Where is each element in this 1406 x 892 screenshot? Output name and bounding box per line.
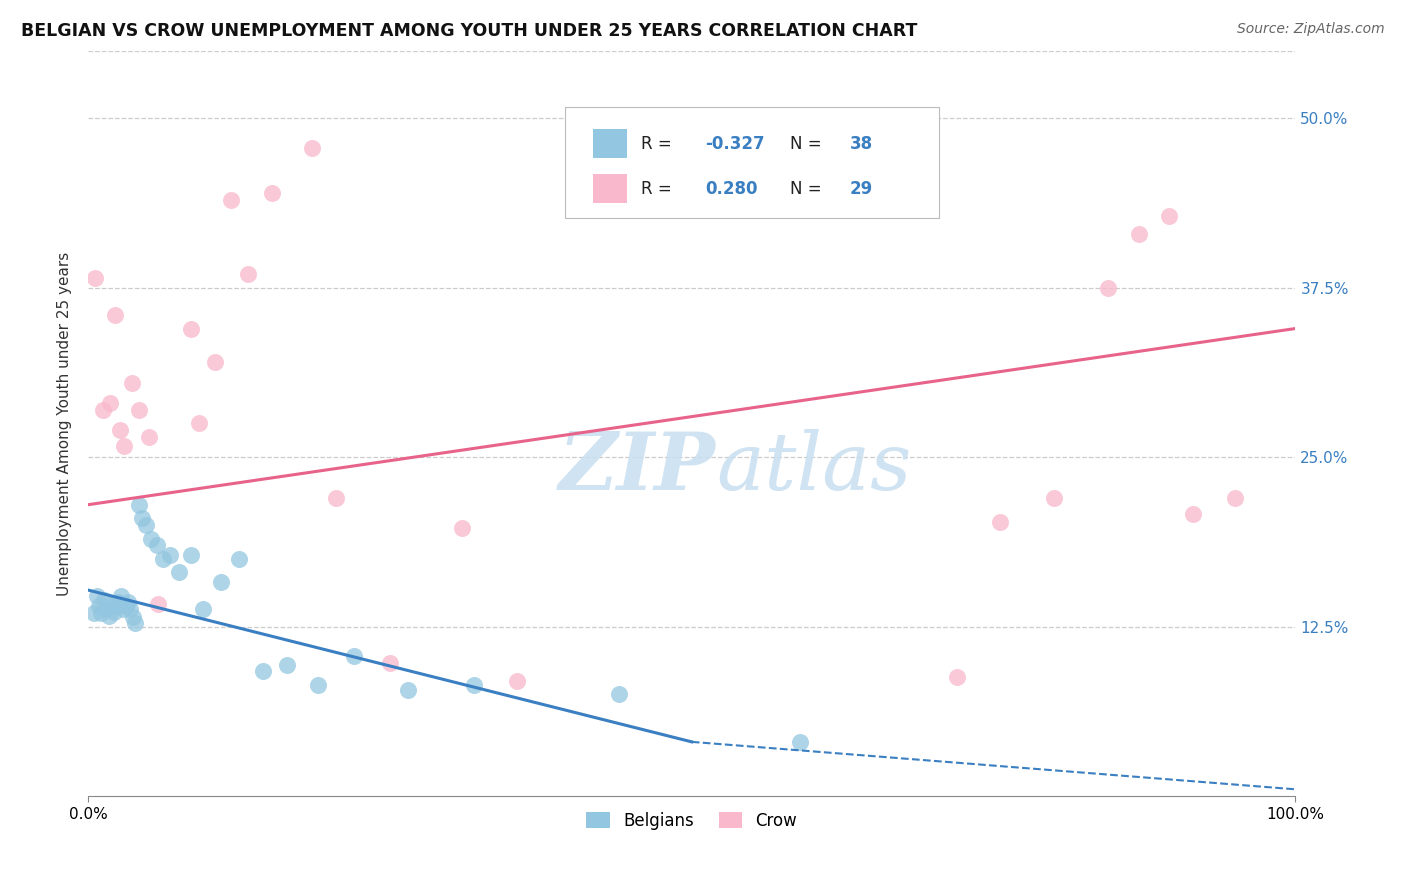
Point: [396, 683, 419, 698]
Point: [93, 592, 115, 607]
Text: 38: 38: [851, 135, 873, 153]
Point: [108, 423, 131, 437]
Point: [121, 610, 143, 624]
Point: [946, 670, 969, 684]
Point: [159, 548, 181, 562]
Point: [110, 589, 132, 603]
Point: [260, 186, 283, 200]
Point: [84, 271, 107, 285]
Point: [112, 439, 135, 453]
Point: [146, 538, 169, 552]
Point: [103, 605, 125, 619]
Point: [139, 532, 162, 546]
Point: [236, 268, 259, 282]
Point: [167, 566, 190, 580]
Point: [117, 595, 139, 609]
Point: [609, 688, 631, 702]
Point: [1181, 507, 1204, 521]
Text: atlas: atlas: [716, 429, 911, 507]
FancyBboxPatch shape: [593, 174, 627, 203]
Point: [104, 308, 127, 322]
Text: 0.280: 0.280: [704, 179, 758, 198]
Point: [343, 649, 366, 664]
Point: [124, 615, 146, 630]
Point: [219, 193, 242, 207]
Point: [276, 657, 298, 672]
Point: [1157, 209, 1180, 223]
Point: [128, 402, 150, 417]
Point: [180, 548, 202, 562]
Point: [252, 665, 274, 679]
Point: [91, 402, 114, 417]
FancyBboxPatch shape: [565, 106, 939, 219]
Point: [138, 430, 160, 444]
Legend: Belgians, Crow: Belgians, Crow: [579, 805, 804, 836]
Point: [209, 574, 232, 589]
Text: R =: R =: [641, 179, 678, 198]
Text: BELGIAN VS CROW UNEMPLOYMENT AMONG YOUTH UNDER 25 YEARS CORRELATION CHART: BELGIAN VS CROW UNEMPLOYMENT AMONG YOUTH…: [21, 22, 918, 40]
Point: [301, 141, 323, 155]
Point: [1097, 281, 1119, 295]
Point: [180, 321, 202, 335]
Point: [378, 657, 401, 671]
Point: [83, 606, 105, 620]
Point: [86, 589, 108, 603]
Point: [325, 491, 347, 505]
Point: [1128, 227, 1150, 241]
Point: [100, 597, 122, 611]
Point: [131, 511, 153, 525]
Point: [307, 678, 329, 692]
Y-axis label: Unemployment Among Youth under 25 years: Unemployment Among Youth under 25 years: [58, 252, 72, 596]
Point: [451, 521, 474, 535]
Point: [104, 599, 127, 614]
FancyBboxPatch shape: [593, 129, 627, 158]
Text: ZIP: ZIP: [560, 429, 716, 507]
Text: R =: R =: [641, 135, 678, 153]
Point: [98, 396, 121, 410]
Point: [121, 376, 143, 390]
Point: [1223, 491, 1246, 505]
Point: [128, 498, 150, 512]
Point: [789, 735, 811, 749]
Point: [135, 518, 157, 533]
Point: [148, 597, 170, 611]
Point: [506, 673, 529, 688]
Text: 29: 29: [851, 179, 873, 198]
Point: [204, 355, 226, 369]
Point: [1043, 491, 1066, 505]
Point: [96, 602, 118, 616]
Point: [988, 516, 1011, 530]
Point: [97, 608, 120, 623]
Text: -0.327: -0.327: [704, 135, 765, 153]
Text: Source: ZipAtlas.com: Source: ZipAtlas.com: [1237, 22, 1385, 37]
Text: N =: N =: [790, 135, 827, 153]
Point: [112, 602, 135, 616]
Point: [114, 599, 136, 614]
Text: N =: N =: [790, 179, 827, 198]
Point: [152, 552, 174, 566]
Point: [463, 678, 485, 692]
Point: [90, 606, 112, 620]
Point: [191, 602, 214, 616]
Point: [228, 552, 250, 566]
Point: [107, 595, 129, 609]
Point: [87, 599, 110, 614]
Point: [120, 602, 142, 616]
Point: [188, 417, 211, 431]
